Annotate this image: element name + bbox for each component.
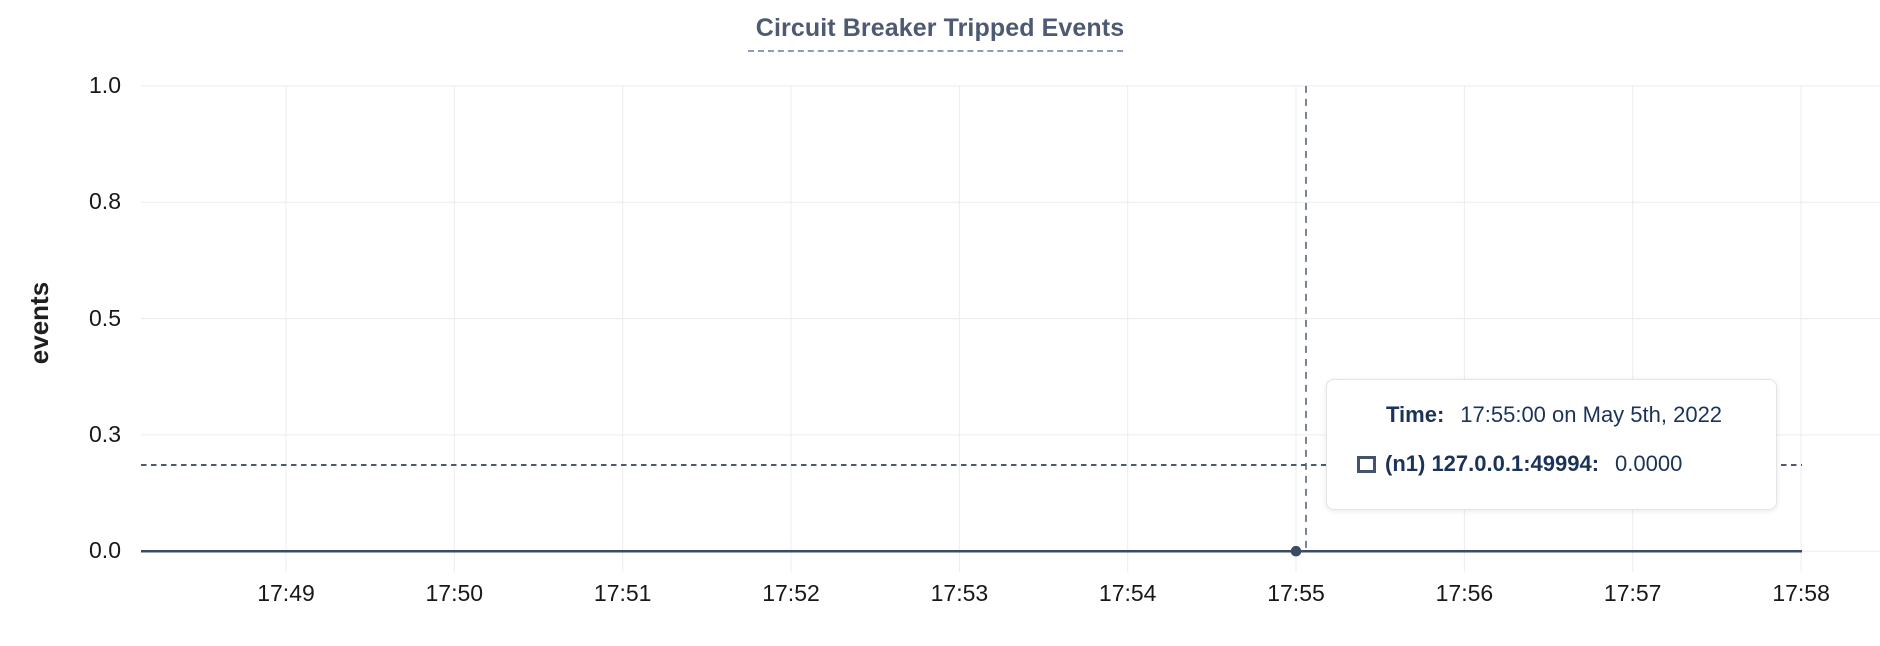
svg-text:0.8: 0.8	[89, 188, 121, 214]
svg-text:17:49: 17:49	[257, 580, 315, 606]
svg-text:0.0: 0.0	[89, 537, 121, 563]
svg-text:17:57: 17:57	[1604, 580, 1662, 606]
svg-text:17:54: 17:54	[1099, 580, 1157, 606]
svg-text:0.3: 0.3	[89, 421, 121, 447]
svg-text:17:53: 17:53	[931, 580, 989, 606]
svg-text:17:51: 17:51	[594, 580, 652, 606]
svg-text:events: events	[24, 282, 54, 364]
svg-text:17:52: 17:52	[762, 580, 820, 606]
svg-text:17:58: 17:58	[1772, 580, 1830, 606]
svg-text:17:55: 17:55	[1267, 580, 1325, 606]
svg-text:17:56: 17:56	[1436, 580, 1494, 606]
svg-text:17:50: 17:50	[426, 580, 484, 606]
svg-text:0.5: 0.5	[89, 305, 121, 331]
svg-text:1.0: 1.0	[89, 72, 121, 98]
